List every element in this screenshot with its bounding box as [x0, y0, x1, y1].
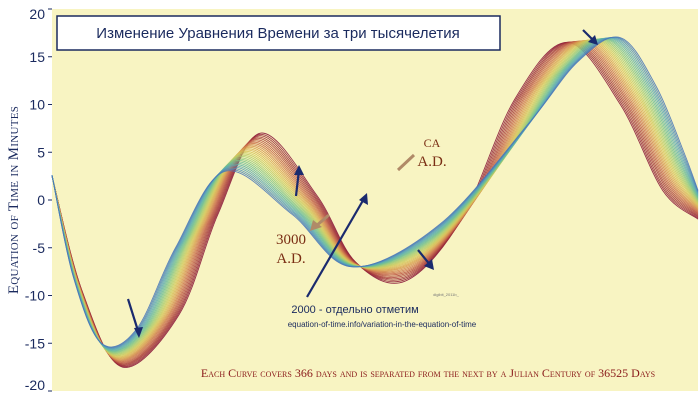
arrow-2000-pointer: [306, 196, 366, 298]
y-tick-label-1: 15: [29, 49, 45, 65]
y-tick-label-4: 0: [37, 192, 45, 208]
y-tick-label-6: -10: [25, 288, 45, 304]
arrow-nov-peak-head: [588, 35, 598, 45]
series-line-30: [51, 36, 699, 348]
y-tick-label-5: -5: [33, 240, 46, 256]
y-tick-label-2: 10: [29, 97, 45, 113]
series-line-8: [51, 40, 699, 363]
ad3000-annotation: 3000 A.D.: [276, 232, 306, 267]
tiny-credit: digibit_2011b_: [433, 292, 460, 297]
ca-ad-label: A.D.: [417, 154, 446, 170]
ad3000-year-label: 3000: [276, 232, 306, 248]
y-tick-label-3: 5: [37, 144, 45, 160]
arrow-ca-ad: [396, 153, 416, 172]
series-line-7: [51, 40, 699, 364]
y-tick-label-8: -20: [25, 377, 45, 393]
series-line-9: [51, 40, 699, 362]
series-line-21: [51, 38, 699, 353]
source-url: equation-of-time.info/variation-in-the-e…: [288, 320, 477, 329]
ca-ad-annotation: CA A.D.: [417, 136, 446, 170]
footnote: Each Curve covers 366 days and is separa…: [201, 366, 655, 380]
y-axis-label: Equation of Time in Minutes: [6, 106, 22, 294]
title-box-frame: [56, 15, 501, 51]
arrow-jul-trough-head: [424, 259, 434, 270]
arrow-feb-trough-head: [134, 327, 143, 338]
series-line-17: [51, 39, 699, 356]
arrow-3000-ad-head: [310, 220, 322, 231]
y-axis-ticks: 20 15 10 5 0 -5 -10 -15 -20: [25, 6, 52, 393]
ca-label: CA: [424, 136, 441, 150]
arrow-2000-pointer-head: [359, 193, 368, 205]
series-line-10: [51, 40, 699, 361]
y-tick-label-7: -15: [25, 335, 45, 351]
arrow-may-peak-head: [294, 165, 304, 175]
curve-family: [51, 36, 699, 368]
note-2000: 2000 - отдельно отметим: [291, 304, 418, 316]
y-tick-label-0: 20: [29, 6, 45, 22]
ad3000-era-label: A.D.: [276, 251, 305, 267]
arrows: [126, 29, 598, 338]
plot-area: [52, 9, 698, 391]
series-line-16: [51, 39, 699, 357]
title-box: Изменение Уравнения Времени за три тысяч…: [56, 15, 501, 51]
chart-title: Изменение Уравнения Времени за три тысяч…: [96, 25, 459, 42]
